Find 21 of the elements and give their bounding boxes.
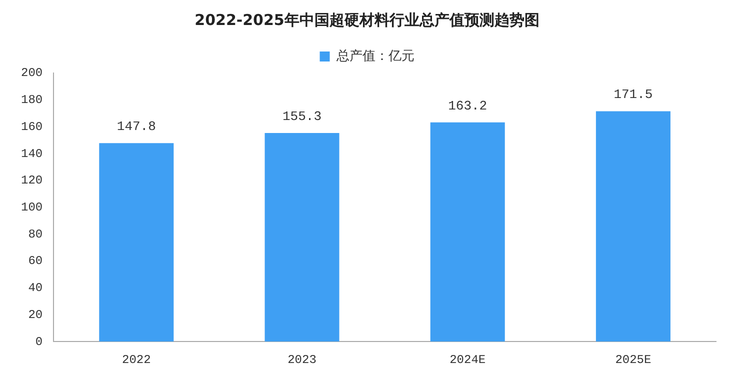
data-label: 155.3 [282,108,322,124]
y-tick-label: 0 [35,334,43,349]
y-tick-label: 40 [28,281,43,296]
y-tick-label: 160 [20,120,43,134]
x-tick-label: 2023 [288,352,316,367]
y-tick-label: 180 [20,93,43,108]
y-tick-label: 60 [28,254,43,268]
x-tick-label: 2024E [450,352,486,367]
legend-label: 总产值：亿元 [335,48,414,64]
data-label: 147.8 [116,119,156,134]
x-tick-label: 2022 [122,352,151,367]
y-tick-label: 20 [28,308,43,322]
chart-title: 2022-2025年中国超硬材料行业总产值预测趋势图 [194,10,540,29]
x-tick-label: 2025E [615,352,652,367]
data-label: 163.2 [448,98,488,114]
y-tick-label: 80 [28,227,43,242]
y-tick-label: 100 [20,200,43,214]
y-tick-label: 140 [20,146,43,161]
data-label: 171.5 [614,87,653,102]
y-tick-label: 200 [20,66,43,80]
y-tick-label: 120 [20,174,43,188]
